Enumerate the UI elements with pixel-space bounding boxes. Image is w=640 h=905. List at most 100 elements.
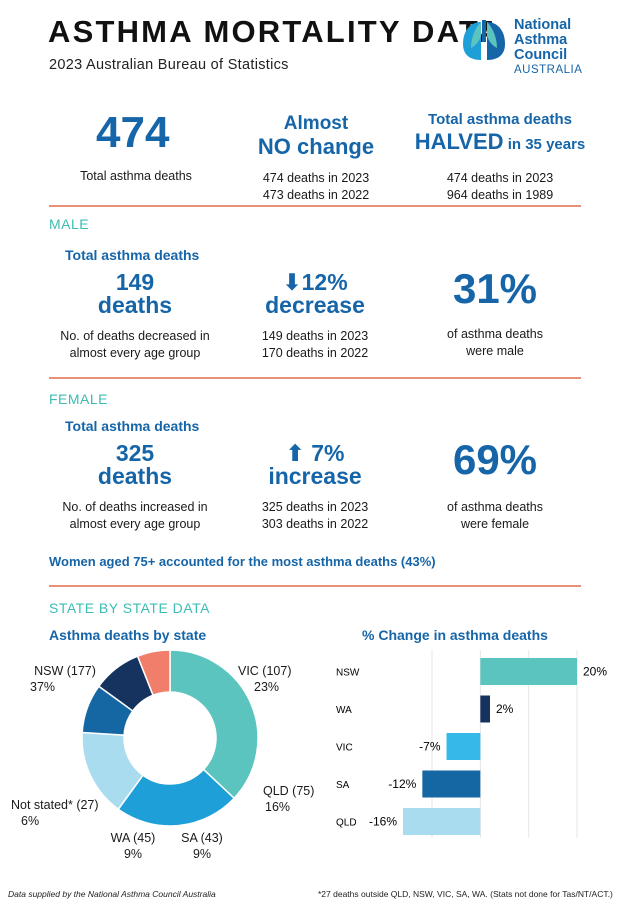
detail-line: 474 deaths in 2023	[262, 171, 370, 185]
bar-nsw	[480, 658, 577, 685]
divider	[49, 205, 581, 207]
donut-label-value: 9%	[192, 847, 212, 861]
halved-details: 474 deaths in 2023 964 deaths in 1989	[400, 170, 600, 204]
bar-tick-label: SA	[336, 780, 350, 791]
section-state: STATE BY STATE DATA	[49, 600, 210, 616]
detail-line: 964 deaths in 1989	[446, 188, 554, 202]
note-line: almost every age group	[69, 517, 201, 531]
divider	[49, 585, 581, 587]
donut-label-name: QLD (75)	[263, 784, 315, 798]
logo-line: Asthma	[514, 32, 568, 48]
note-line: were male	[466, 344, 524, 358]
donut-label-name: VIC (107)	[238, 664, 292, 678]
bar-chart: NSW 20% WA 2% VIC -7% SA -12% QLD -16%	[336, 650, 607, 838]
donut-label-value: 6%	[21, 814, 40, 828]
bar-wa	[480, 695, 490, 723]
donut-label-value: 16%	[265, 800, 291, 814]
total-deaths-label: Total asthma deaths	[80, 169, 192, 183]
bar-sa	[422, 770, 481, 798]
male-change: ⬇12% decrease	[240, 271, 390, 317]
male-subhead: Total asthma deaths	[65, 247, 200, 263]
note-line: No. of deaths increased in	[62, 500, 208, 514]
female-share-note: of asthma deaths were female	[420, 499, 570, 533]
donut-label-sa: SA (43) 9%	[168, 830, 236, 862]
bar-value-label: -7%	[419, 740, 441, 754]
page-subtitle: 2023 Australian Bureau of Statistics	[49, 57, 289, 73]
donut-label-value: 23%	[254, 680, 280, 694]
detail-line: 325 deaths in 2023	[261, 500, 369, 514]
detail-line: 474 deaths in 2023	[446, 171, 554, 185]
detail-line: 149 deaths in 2023	[261, 329, 369, 343]
detail-line: 473 deaths in 2022	[262, 188, 370, 202]
no-change-line2: NO change	[257, 134, 375, 159]
arrow-up-icon: ⬆	[285, 440, 305, 466]
note-line: of asthma deaths	[447, 500, 543, 514]
donut-label-qld: QLD (75) 16%	[263, 783, 333, 815]
note-line: No. of deaths decreased in	[60, 329, 210, 343]
footer-note: *27 deaths outside QLD, NSW, VIC, SA, WA…	[318, 889, 613, 899]
male-share: 31%	[452, 265, 538, 312]
donut-label-value: 37%	[30, 680, 56, 694]
footer-source: Data supplied by the National Asthma Cou…	[8, 889, 216, 899]
female-subhead: Total asthma deaths	[65, 418, 200, 434]
male-count-number: 149	[115, 269, 155, 295]
women-note: Women aged 75+ accounted for the most as…	[49, 554, 436, 569]
halved-line1: Total asthma deaths	[428, 111, 572, 128]
divider	[49, 377, 581, 379]
bar-tick-label: VIC	[336, 743, 353, 754]
detail-line: 303 deaths in 2022	[261, 517, 369, 531]
bar-qld	[403, 808, 481, 835]
halved-block: Total asthma deaths HALVED in 35 years	[400, 111, 600, 158]
male-change-pct: 12%	[301, 269, 348, 295]
no-change-block: Almost NO change	[236, 113, 396, 159]
note-line: almost every age group	[69, 346, 201, 360]
section-female: FEMALE	[49, 391, 109, 407]
female-change-line1: ⬆ 7%	[240, 442, 390, 465]
bar-value-label: 2%	[496, 702, 514, 716]
bar-value-label: -16%	[369, 815, 397, 829]
donut-slice-5	[136, 649, 171, 697]
bar-vic	[446, 733, 481, 760]
total-deaths-value: 474	[96, 108, 170, 157]
bar-tick-label: NSW	[336, 668, 360, 679]
donut-label-notstated: Not stated* (27) 6%	[11, 797, 121, 829]
lungs-logo-icon	[463, 20, 505, 60]
donut-slice-1	[117, 768, 236, 827]
donut-label-wa: WA (45) 9%	[98, 830, 168, 862]
donut-title: Asthma deaths by state	[49, 627, 207, 643]
male-change-line1: ⬇12%	[240, 271, 390, 294]
logo-text: National Asthma Council AUSTRALIA	[514, 18, 582, 78]
bar-tick-label: WA	[336, 705, 352, 716]
logo-line: AUSTRALIA	[514, 64, 583, 76]
halved-rest: in 35 years	[503, 136, 586, 153]
halved-line2: HALVED in 35 years	[400, 129, 600, 158]
donut-label-name: Not stated* (27)	[11, 798, 99, 812]
donut-chart	[81, 649, 259, 827]
bar-chart-title: % Change in asthma deaths	[362, 627, 548, 643]
male-count: 149 deaths	[65, 271, 205, 317]
female-change-word: increase	[268, 463, 362, 489]
donut-label-name: SA (43)	[181, 831, 223, 845]
female-count-word: deaths	[97, 463, 173, 489]
female-change-details: 325 deaths in 2023 303 deaths in 2022	[240, 499, 390, 533]
no-change-line1: Almost	[283, 113, 349, 134]
donut-label-name: NSW (177)	[34, 664, 96, 678]
female-share: 69%	[452, 436, 538, 483]
logo-line: National	[514, 17, 572, 33]
detail-line: 170 deaths in 2022	[261, 346, 369, 360]
male-count-note: No. of deaths decreased in almost every …	[40, 328, 230, 362]
female-count-note: No. of deaths increased in almost every …	[40, 499, 230, 533]
bar-value-label: -12%	[388, 777, 416, 791]
donut-slice-0	[169, 649, 259, 800]
no-change-details: 474 deaths in 2023 473 deaths in 2022	[236, 170, 396, 204]
donut-label-nsw: NSW (177) 37%	[10, 663, 120, 695]
halved-word: HALVED	[414, 129, 504, 154]
male-count-word: deaths	[97, 292, 173, 318]
bar-tick-label: QLD	[336, 818, 357, 829]
section-male: MALE	[49, 216, 90, 232]
female-count: 325 deaths	[65, 442, 205, 488]
donut-label-value: 9%	[123, 847, 143, 861]
note-line: were female	[460, 517, 530, 531]
female-count-number: 325	[115, 440, 155, 466]
bar-value-label: 20%	[583, 665, 607, 679]
